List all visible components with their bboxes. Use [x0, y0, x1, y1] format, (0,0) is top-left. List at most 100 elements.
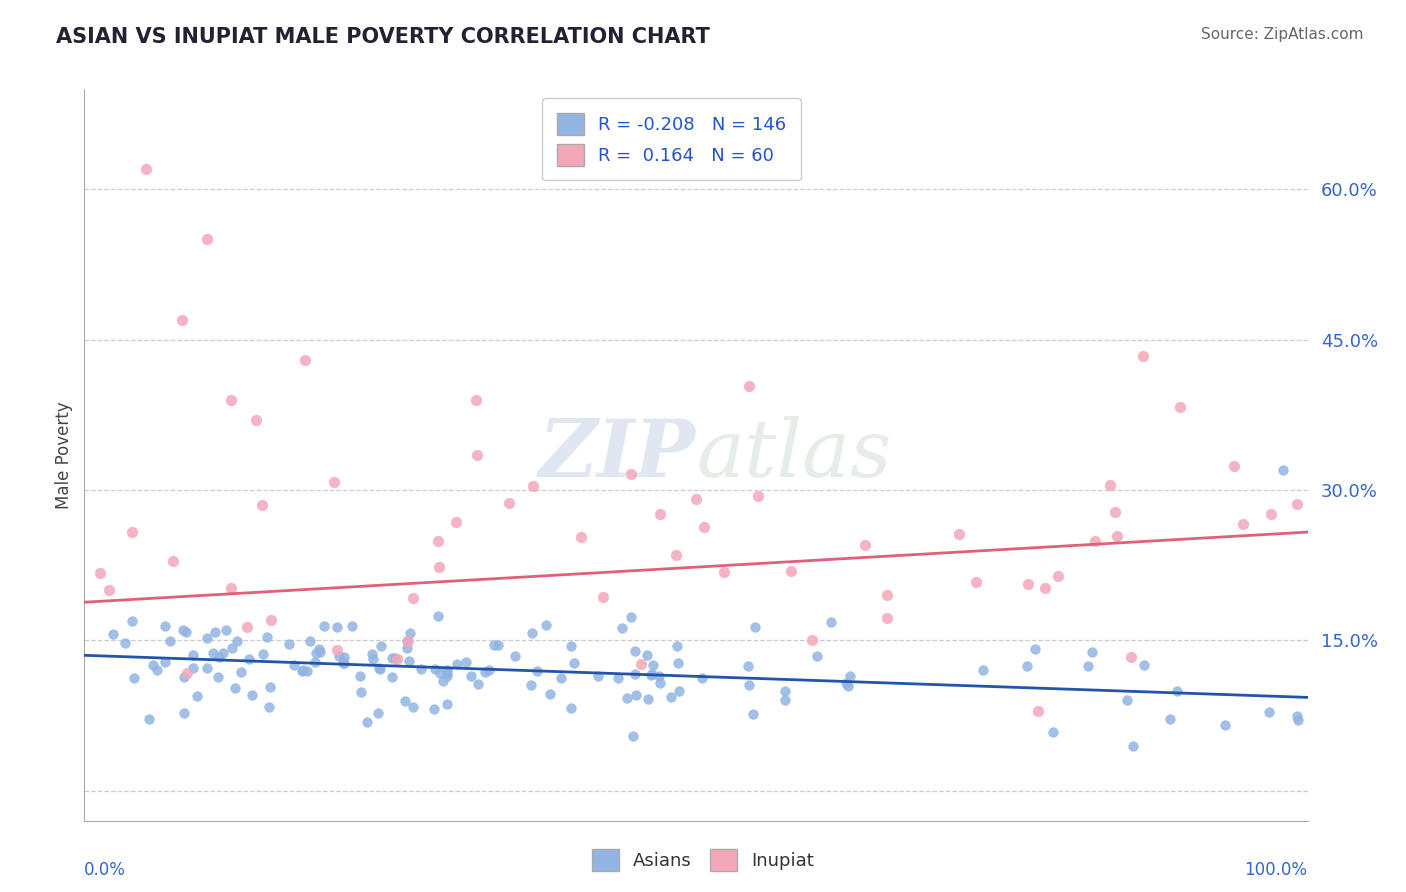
- Point: [121, 524, 143, 539]
- Point: [636, 648, 658, 663]
- Point: [1047, 569, 1070, 583]
- Point: [538, 687, 561, 701]
- Point: [619, 467, 641, 481]
- Point: [361, 652, 384, 666]
- Point: [135, 162, 157, 177]
- Point: [737, 659, 759, 673]
- Point: [395, 633, 418, 648]
- Point: [361, 647, 384, 661]
- Point: [221, 581, 243, 595]
- Point: [534, 617, 557, 632]
- Point: [146, 663, 169, 677]
- Y-axis label: Male Poverty: Male Poverty: [55, 401, 73, 508]
- Point: [349, 669, 371, 683]
- Point: [948, 527, 970, 541]
- Point: [643, 657, 665, 672]
- Point: [312, 619, 335, 633]
- Point: [606, 671, 628, 685]
- Point: [467, 448, 489, 462]
- Point: [1257, 706, 1279, 720]
- Point: [624, 666, 647, 681]
- Point: [1286, 709, 1309, 723]
- Point: [224, 681, 246, 695]
- Point: [398, 655, 420, 669]
- Point: [298, 634, 321, 648]
- Point: [381, 651, 404, 665]
- Point: [396, 634, 419, 648]
- Point: [665, 639, 688, 653]
- Point: [381, 670, 404, 684]
- Point: [409, 662, 432, 676]
- Point: [277, 637, 299, 651]
- Point: [162, 554, 184, 568]
- Point: [498, 496, 520, 510]
- Point: [236, 620, 259, 634]
- Point: [207, 670, 229, 684]
- Point: [621, 729, 644, 743]
- Point: [1132, 349, 1154, 363]
- Point: [806, 649, 828, 664]
- Point: [800, 633, 823, 648]
- Point: [1105, 529, 1128, 543]
- Point: [522, 479, 544, 493]
- Point: [666, 656, 689, 670]
- Point: [384, 650, 406, 665]
- Point: [427, 559, 450, 574]
- Point: [779, 564, 801, 578]
- Point: [1024, 642, 1046, 657]
- Point: [665, 549, 688, 563]
- Point: [837, 679, 859, 693]
- Point: [259, 680, 281, 694]
- Point: [550, 672, 572, 686]
- Point: [332, 656, 354, 670]
- Point: [1286, 498, 1309, 512]
- Point: [464, 392, 486, 407]
- Point: [283, 658, 305, 673]
- Point: [436, 697, 458, 711]
- Point: [240, 688, 263, 702]
- Point: [1121, 649, 1143, 664]
- Point: [432, 674, 454, 689]
- Point: [176, 665, 198, 680]
- Legend: R = -0.208   N = 146, R =  0.164   N = 60: R = -0.208 N = 146, R = 0.164 N = 60: [543, 98, 801, 180]
- Point: [640, 668, 662, 682]
- Point: [394, 693, 416, 707]
- Point: [425, 662, 447, 676]
- Point: [260, 613, 283, 627]
- Point: [427, 533, 450, 548]
- Point: [1286, 713, 1309, 727]
- Point: [385, 651, 408, 665]
- Point: [1159, 712, 1181, 726]
- Point: [436, 665, 458, 680]
- Point: [486, 638, 509, 652]
- Point: [616, 691, 638, 706]
- Point: [526, 664, 548, 678]
- Point: [256, 630, 278, 644]
- Point: [201, 646, 224, 660]
- Point: [560, 639, 582, 653]
- Point: [1104, 505, 1126, 519]
- Point: [1084, 533, 1107, 548]
- Point: [624, 644, 647, 658]
- Point: [304, 655, 326, 669]
- Point: [1260, 508, 1282, 522]
- Point: [214, 623, 236, 637]
- Point: [503, 648, 526, 663]
- Point: [482, 638, 505, 652]
- Point: [446, 516, 468, 530]
- Point: [159, 633, 181, 648]
- Point: [1115, 693, 1137, 707]
- Point: [713, 565, 735, 579]
- Point: [1081, 645, 1104, 659]
- Point: [290, 665, 312, 679]
- Point: [560, 701, 582, 715]
- Point: [245, 413, 267, 427]
- Text: Source: ZipAtlas.com: Source: ZipAtlas.com: [1201, 27, 1364, 42]
- Point: [624, 688, 647, 702]
- Point: [328, 648, 350, 663]
- Point: [195, 232, 218, 246]
- Point: [221, 641, 243, 656]
- Point: [436, 663, 458, 677]
- Point: [972, 663, 994, 677]
- Point: [101, 627, 124, 641]
